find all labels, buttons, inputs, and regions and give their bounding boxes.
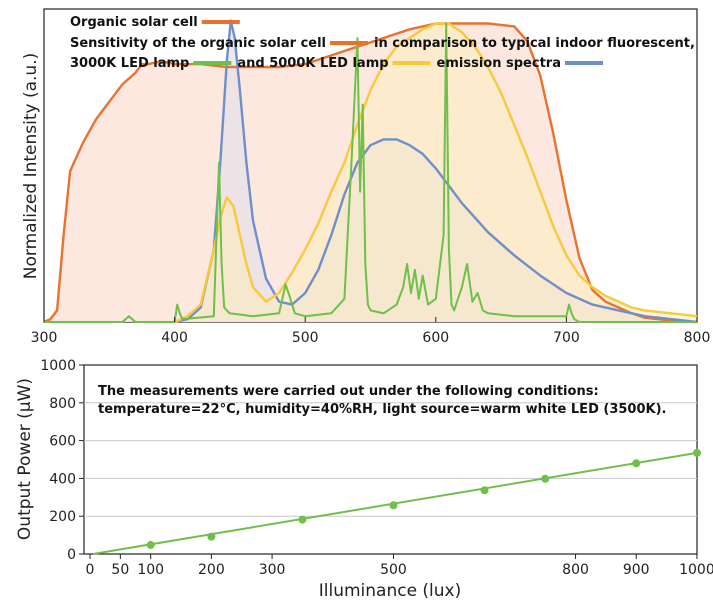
legend-label: 3000K LED lamp bbox=[70, 56, 189, 71]
x-tick-label: 700 bbox=[553, 330, 580, 346]
spectrum-plot bbox=[43, 19, 698, 324]
legend-label: emission spectra bbox=[437, 56, 561, 71]
x-tick-label: 300 bbox=[259, 562, 286, 578]
power-plot-frame bbox=[83, 364, 698, 555]
x-tick-label: 900 bbox=[623, 562, 650, 578]
power-data-point bbox=[692, 448, 701, 457]
series-led5000-line bbox=[174, 22, 698, 324]
spectrum-y-axis-title: Normalized Intensity (a.u.) bbox=[21, 53, 41, 279]
legend-label: Sensitivity of the organic solar cell bbox=[70, 36, 326, 51]
power-plot bbox=[92, 448, 701, 555]
legend-label: Organic solar cell bbox=[70, 15, 198, 30]
measurement-note-line-1: The measurements were carried out under … bbox=[98, 384, 599, 399]
measurement-note-line-2: temperature=22°C, humidity=40%RH, light … bbox=[98, 402, 666, 417]
power-data-point bbox=[146, 540, 155, 549]
x-tick-label: 50 bbox=[111, 562, 129, 578]
power-x-axis-title: Illuminance (lux) bbox=[319, 581, 462, 601]
x-tick-label: 600 bbox=[422, 330, 449, 346]
power-y-ticks: 0 200 400 600 800 1000 bbox=[40, 358, 84, 563]
y-tick-label: 400 bbox=[49, 471, 76, 487]
y-tick-label: 0 bbox=[67, 547, 76, 563]
power-gridlines bbox=[84, 402, 697, 517]
y-tick-label: 1000 bbox=[40, 358, 76, 374]
power-data-point bbox=[480, 486, 489, 495]
x-tick-label: 1000 bbox=[679, 562, 713, 578]
y-tick-label: 600 bbox=[49, 434, 76, 450]
power-data-point bbox=[632, 459, 641, 468]
legend-label: in comparison to typical indoor fluoresc… bbox=[374, 36, 695, 51]
spectrum-x-ticks: 300 400 500 600 700 800 bbox=[31, 317, 711, 346]
power-data-point bbox=[298, 515, 307, 524]
x-tick-label: 500 bbox=[292, 330, 319, 346]
x-tick-label: 800 bbox=[684, 330, 711, 346]
power-data-point bbox=[389, 501, 398, 510]
x-tick-label: 100 bbox=[137, 562, 164, 578]
x-tick-label: 800 bbox=[562, 562, 589, 578]
x-tick-label: 500 bbox=[380, 562, 407, 578]
series-organic-line bbox=[43, 22, 698, 324]
power-data-point bbox=[207, 532, 216, 541]
x-tick-label: 300 bbox=[31, 330, 58, 346]
series-led5000-area bbox=[174, 23, 698, 322]
spectrum-legend: Organic solar cell Sensitivity of the org… bbox=[70, 15, 695, 71]
legend-label: and 5000K LED lamp bbox=[237, 56, 388, 71]
x-tick-label: 0 bbox=[86, 562, 95, 578]
x-tick-label: 400 bbox=[161, 330, 188, 346]
series-led3000-line bbox=[44, 22, 697, 323]
power-y-axis-title: Output Power (µW) bbox=[15, 378, 35, 540]
y-tick-label: 800 bbox=[49, 396, 76, 412]
power-data-point bbox=[541, 474, 550, 483]
power-x-ticks: 0 50 100 200 300 500 800 900 1000 bbox=[86, 554, 713, 578]
x-tick-label: 200 bbox=[198, 562, 225, 578]
y-tick-label: 200 bbox=[49, 509, 76, 525]
